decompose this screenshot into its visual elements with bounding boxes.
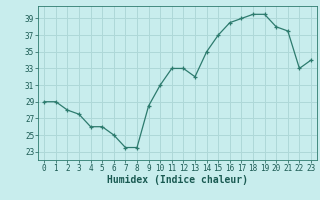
X-axis label: Humidex (Indice chaleur): Humidex (Indice chaleur) — [107, 175, 248, 185]
